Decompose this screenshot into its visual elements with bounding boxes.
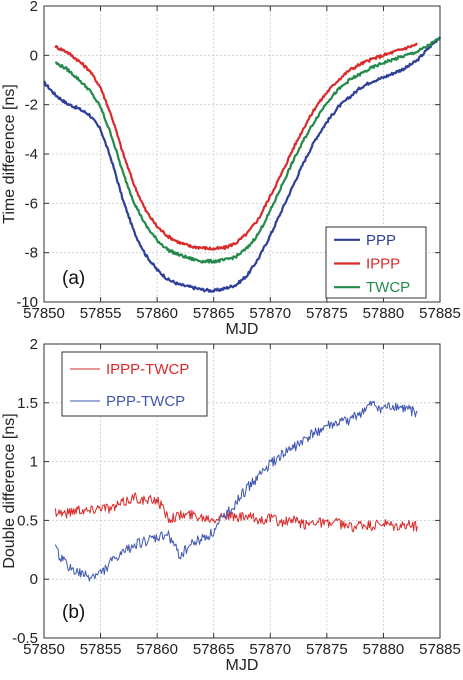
y-tick-label: 1.5 xyxy=(17,395,38,412)
legend-label: TWCP xyxy=(366,279,410,296)
x-tick-label: 57860 xyxy=(136,641,178,658)
panel-label: (b) xyxy=(62,602,85,623)
legend-label: IPPP xyxy=(366,256,400,273)
y-tick-label: 1 xyxy=(30,454,38,471)
y-tick-label: 0.5 xyxy=(17,512,38,529)
y-tick-label: -2 xyxy=(25,97,38,114)
x-tick-label: 57855 xyxy=(80,641,122,658)
y-tick-label: 0 xyxy=(30,47,38,64)
legend: IPPP-TWCP PPP-TWCP xyxy=(62,352,207,416)
x-tick-label: 57880 xyxy=(363,641,405,658)
x-tick-label: 57880 xyxy=(363,305,405,322)
x-tick-label: 57865 xyxy=(193,641,235,658)
x-axis-label: MJD xyxy=(226,657,259,674)
x-tick-label: 57875 xyxy=(306,641,348,658)
y-tick-label: -8 xyxy=(25,245,38,262)
legend-label: PPP-TWCP xyxy=(106,393,185,410)
y-tick-label: -4 xyxy=(25,146,38,163)
y-tick-label: 2 xyxy=(30,0,38,15)
x-tick-label: 57885 xyxy=(419,641,461,658)
x-axis-label: MJD xyxy=(226,321,259,338)
y-axis-label: Double difference [ns] xyxy=(1,413,18,568)
x-tick-label: 57855 xyxy=(80,305,122,322)
legend-label: PPP xyxy=(366,232,396,249)
x-tick-label: 57885 xyxy=(419,305,461,322)
x-tick-label: 57875 xyxy=(306,305,348,322)
x-tick-label: 57870 xyxy=(249,641,291,658)
y-tick-label: -0.5 xyxy=(12,630,38,647)
x-tick-label: 57860 xyxy=(136,305,178,322)
y-tick-label: -6 xyxy=(25,195,38,212)
y-tick-label: -10 xyxy=(16,294,38,311)
panel-label: (a) xyxy=(62,268,85,289)
legend-label: IPPP-TWCP xyxy=(106,361,189,378)
y-axis-label: Time difference [ns] xyxy=(1,84,18,224)
x-tick-label: 57870 xyxy=(249,305,291,322)
y-tick-label: 0 xyxy=(30,571,38,588)
legend: PPP IPPP TWCP xyxy=(326,227,426,298)
x-tick-label: 57865 xyxy=(193,305,235,322)
y-tick-label: 2 xyxy=(30,336,38,353)
